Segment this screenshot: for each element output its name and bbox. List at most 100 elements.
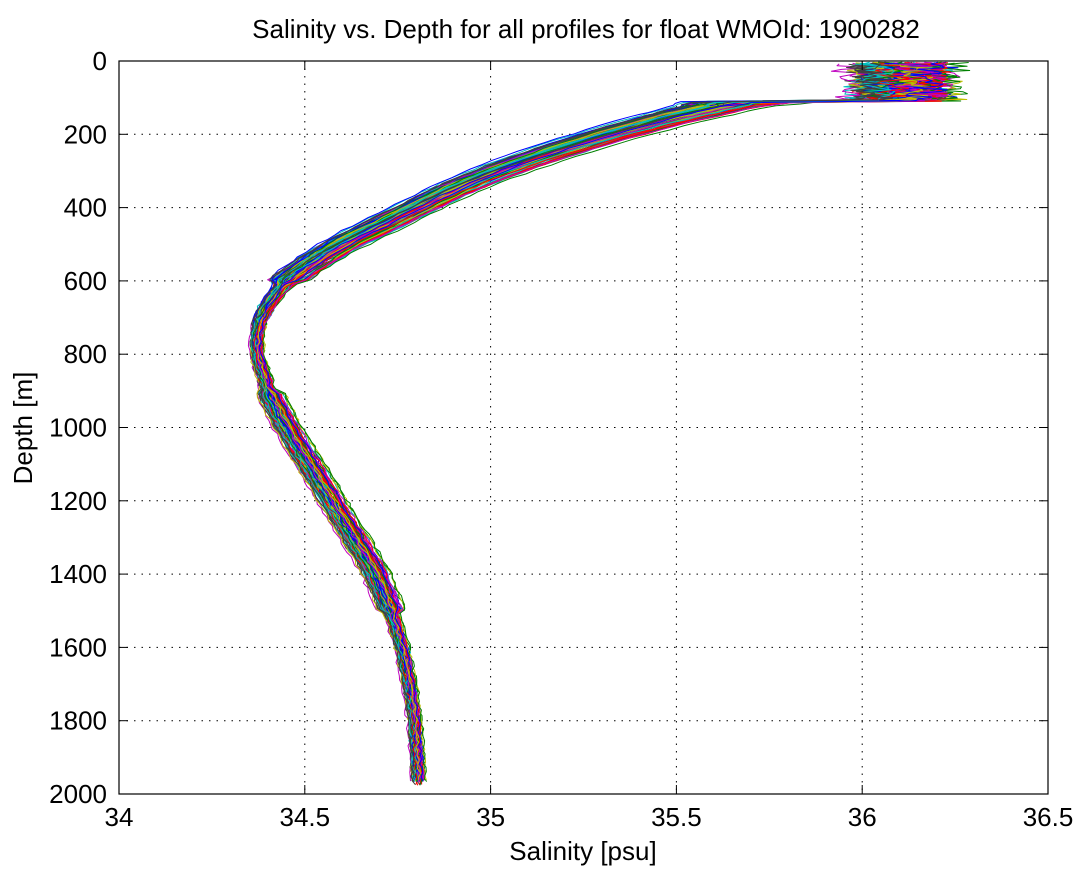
profile-line [255, 62, 914, 781]
profile-line [260, 61, 961, 782]
profile-line [255, 63, 932, 782]
profile-line [259, 63, 954, 782]
profile-line [249, 63, 885, 782]
profile-line [254, 63, 919, 782]
y-axis-label: Depth [m] [8, 372, 38, 485]
profile-line [251, 64, 899, 782]
profile-line [256, 64, 937, 781]
profile-line [254, 64, 918, 781]
x-tick-label: 34 [105, 802, 134, 832]
profile-line [252, 64, 910, 781]
profile-line [253, 61, 912, 782]
profile-line [250, 63, 898, 782]
profile-line [252, 63, 906, 782]
profile-line [260, 62, 953, 785]
profile-line [254, 63, 920, 782]
profile-line [259, 63, 936, 782]
profile-line [259, 61, 959, 782]
profile-line [250, 62, 895, 781]
y-tick-label: 400 [64, 193, 107, 223]
profile-line [252, 62, 908, 778]
profile-line [251, 62, 902, 781]
profile-line [250, 62, 896, 781]
profile-line [252, 63, 912, 782]
profile-line [258, 61, 949, 782]
profile-line [253, 62, 914, 781]
profile-line [251, 63, 897, 781]
chart-title: Salinity vs. Depth for all profiles for … [252, 14, 920, 44]
profile-line [250, 63, 895, 782]
profile-line [256, 64, 936, 785]
profile-line [258, 63, 946, 782]
profile-line [256, 63, 921, 782]
y-tick-label: 0 [93, 46, 107, 76]
profile-line [255, 62, 917, 781]
profile-line [252, 61, 901, 782]
profile-line [249, 64, 887, 781]
profile-line [253, 63, 913, 781]
profile-lines [247, 61, 971, 786]
y-tick-label: 200 [64, 119, 107, 149]
profile-line [254, 63, 919, 786]
profile-line [251, 62, 901, 781]
profile-line [259, 61, 942, 782]
grid-lines [119, 61, 1048, 794]
x-tick-label: 34.5 [279, 802, 330, 832]
profile-line [257, 62, 940, 782]
profile-line [252, 63, 896, 782]
profile-line [254, 63, 924, 782]
profile-line [249, 63, 890, 782]
y-tick-label: 1400 [49, 559, 107, 589]
x-tick-label: 35 [476, 802, 505, 832]
profile-line [256, 63, 939, 781]
y-tick-label: 1800 [49, 706, 107, 736]
profile-line [257, 61, 927, 782]
profile-line [251, 63, 905, 782]
plot-frame [118, 60, 1049, 795]
profile-line [254, 62, 916, 781]
profile-line [252, 64, 905, 778]
profile-line [250, 62, 887, 781]
profile-line [253, 64, 916, 782]
profile-line [254, 64, 922, 782]
y-tick-label: 1600 [49, 632, 107, 662]
profile-line [262, 64, 968, 781]
profile-line [256, 64, 934, 778]
profile-line [257, 64, 933, 785]
profile-line [256, 63, 926, 782]
profile-line [261, 62, 971, 781]
profile-line [259, 64, 948, 781]
profile-line [256, 63, 926, 781]
y-tick-label: 1000 [49, 413, 107, 443]
profile-line [253, 64, 911, 781]
profile-line [252, 62, 899, 781]
profile-line [256, 64, 931, 781]
profile-line [255, 62, 931, 778]
profile-line [247, 63, 873, 782]
profile-line [258, 62, 951, 785]
profile-line [259, 62, 948, 782]
profile-line [252, 64, 906, 781]
profile-line [254, 63, 915, 782]
profile-line [252, 63, 907, 782]
profile-line [251, 62, 904, 781]
axis-ticks: 34 34.5 35 35.5 36 36.5 0 200 400 600 800 1000 1200 1… [49, 46, 1073, 832]
profile-line [261, 63, 956, 782]
profile-line [250, 64, 892, 781]
profile-line [255, 61, 922, 782]
profile-line [252, 62, 904, 781]
profile-line [256, 64, 932, 785]
profile-line [250, 64, 884, 781]
profile-line [252, 64, 903, 781]
x-axis-label: Salinity [psu] [509, 836, 656, 866]
profile-line [255, 63, 928, 781]
profile-line [257, 63, 942, 782]
profile-line [257, 62, 937, 782]
profile-line [256, 64, 927, 785]
profile-line [253, 63, 911, 782]
profile-line [251, 64, 900, 781]
profile-line [254, 62, 922, 781]
profile-line [251, 62, 893, 786]
profile-line [257, 62, 932, 782]
